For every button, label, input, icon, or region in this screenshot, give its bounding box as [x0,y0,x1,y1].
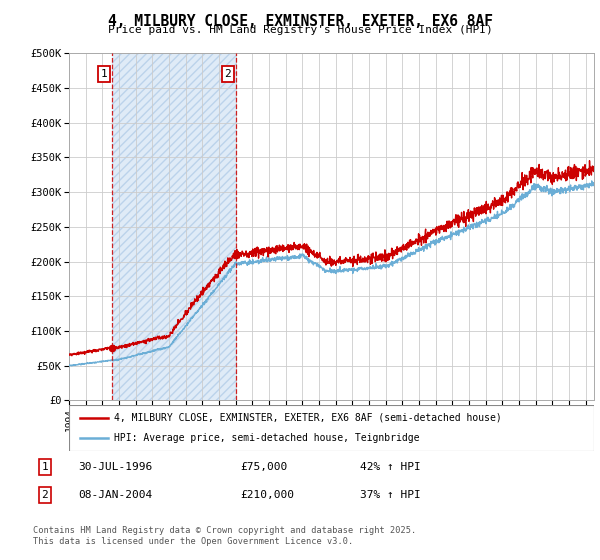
Text: 30-JUL-1996: 30-JUL-1996 [78,462,152,472]
Text: 1: 1 [41,462,49,472]
Text: 2: 2 [224,69,231,79]
Text: 1: 1 [100,69,107,79]
Text: 37% ↑ HPI: 37% ↑ HPI [360,490,421,500]
Text: 4, MILBURY CLOSE, EXMINSTER, EXETER, EX6 8AF (semi-detached house): 4, MILBURY CLOSE, EXMINSTER, EXETER, EX6… [113,413,502,423]
Text: 2: 2 [41,490,49,500]
Text: Price paid vs. HM Land Registry's House Price Index (HPI): Price paid vs. HM Land Registry's House … [107,25,493,35]
Text: HPI: Average price, semi-detached house, Teignbridge: HPI: Average price, semi-detached house,… [113,433,419,443]
Text: £210,000: £210,000 [240,490,294,500]
Text: £75,000: £75,000 [240,462,287,472]
Text: Contains HM Land Registry data © Crown copyright and database right 2025.
This d: Contains HM Land Registry data © Crown c… [33,526,416,546]
Text: 42% ↑ HPI: 42% ↑ HPI [360,462,421,472]
FancyBboxPatch shape [69,405,594,451]
Text: 4, MILBURY CLOSE, EXMINSTER, EXETER, EX6 8AF: 4, MILBURY CLOSE, EXMINSTER, EXETER, EX6… [107,14,493,29]
Text: 08-JAN-2004: 08-JAN-2004 [78,490,152,500]
